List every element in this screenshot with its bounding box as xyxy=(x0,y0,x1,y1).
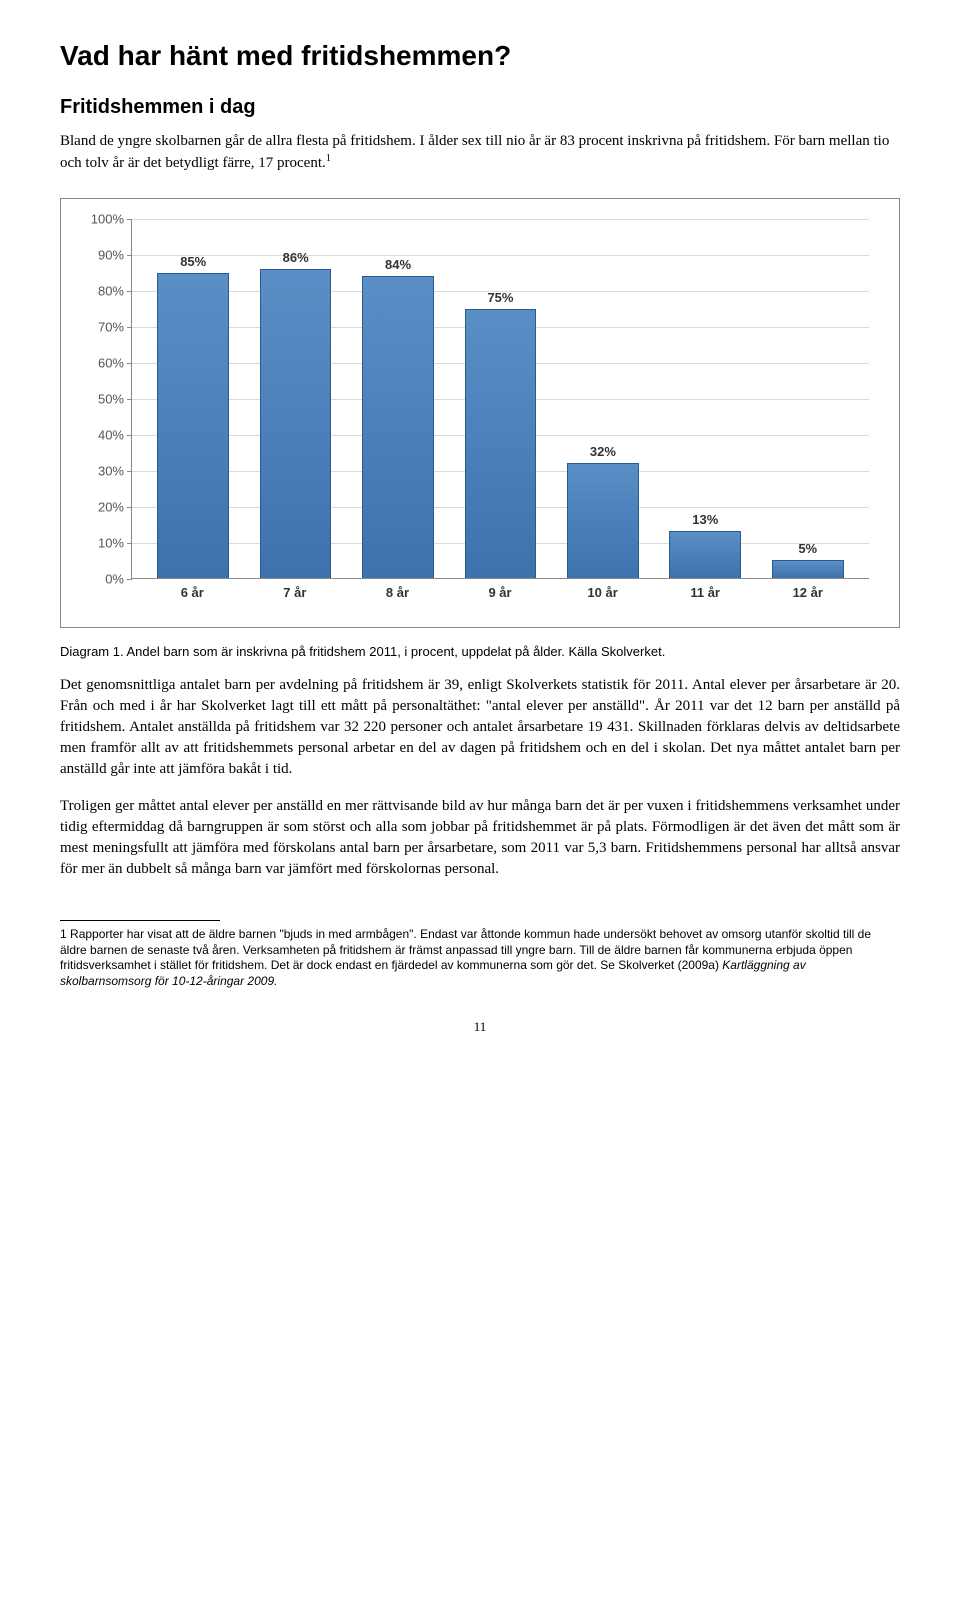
page-number: 11 xyxy=(60,1019,900,1035)
bar xyxy=(260,269,332,578)
y-axis-label: 100% xyxy=(91,212,132,227)
x-axis-label: 6 år xyxy=(141,585,244,600)
bar-column: 86% xyxy=(244,219,346,578)
y-axis-label: 60% xyxy=(98,356,132,371)
y-axis-label: 80% xyxy=(98,284,132,299)
x-axis-label: 7 år xyxy=(244,585,347,600)
bar-value-label: 32% xyxy=(590,444,616,459)
y-axis-label: 40% xyxy=(98,428,132,443)
y-axis-label: 20% xyxy=(98,500,132,515)
footnote: 1 Rapporter har visat att de äldre barne… xyxy=(60,927,900,989)
intro-text: Bland de yngre skolbarnen går de allra f… xyxy=(60,133,889,171)
bar-value-label: 13% xyxy=(692,512,718,527)
bar-value-label: 75% xyxy=(487,290,513,305)
bar xyxy=(362,276,434,578)
x-axis-label: 8 år xyxy=(346,585,449,600)
y-axis-label: 30% xyxy=(98,464,132,479)
footnote-number: 1 xyxy=(60,927,67,941)
y-axis-label: 70% xyxy=(98,320,132,335)
bars-container: 85% 86% 84% 75% 32% 13% 5% xyxy=(132,219,869,578)
bar-column: 84% xyxy=(347,219,449,578)
body-paragraph-1: Det genomsnittliga antalet barn per avde… xyxy=(60,675,900,780)
y-axis-label: 10% xyxy=(98,536,132,551)
bar-value-label: 85% xyxy=(180,254,206,269)
bar-column: 5% xyxy=(757,219,859,578)
y-axis-label: 0% xyxy=(105,572,132,587)
section-heading: Fritidshemmen i dag xyxy=(60,96,900,119)
body-paragraph-2: Troligen ger måttet antal elever per ans… xyxy=(60,796,900,880)
footnote-ref: 1 xyxy=(326,153,331,164)
bar xyxy=(772,560,844,578)
bar-column: 85% xyxy=(142,219,244,578)
chart-caption: Diagram 1. Andel barn som är inskrivna p… xyxy=(60,644,900,659)
bar-chart: 0%10%20%30%40%50%60%70%80%90%100%85%86%8… xyxy=(60,198,900,628)
intro-paragraph: Bland de yngre skolbarnen går de allra f… xyxy=(60,131,900,174)
x-axis-label: 9 år xyxy=(449,585,552,600)
bar-column: 13% xyxy=(654,219,756,578)
x-axis-label: 10 år xyxy=(551,585,654,600)
bar-value-label: 86% xyxy=(283,250,309,265)
bar-column: 75% xyxy=(449,219,551,578)
bar-value-label: 84% xyxy=(385,257,411,272)
bar-column: 32% xyxy=(552,219,654,578)
page-title: Vad har hänt med fritidshemmen? xyxy=(60,40,900,72)
x-axis-label: 12 år xyxy=(756,585,859,600)
bar xyxy=(157,273,229,578)
x-axis-label: 11 år xyxy=(654,585,757,600)
footnote-separator xyxy=(60,920,220,921)
y-axis-label: 50% xyxy=(98,392,132,407)
bar xyxy=(567,463,639,578)
bar-value-label: 5% xyxy=(798,541,817,556)
y-axis-label: 90% xyxy=(98,248,132,263)
bar xyxy=(465,309,537,578)
bar xyxy=(669,531,741,578)
